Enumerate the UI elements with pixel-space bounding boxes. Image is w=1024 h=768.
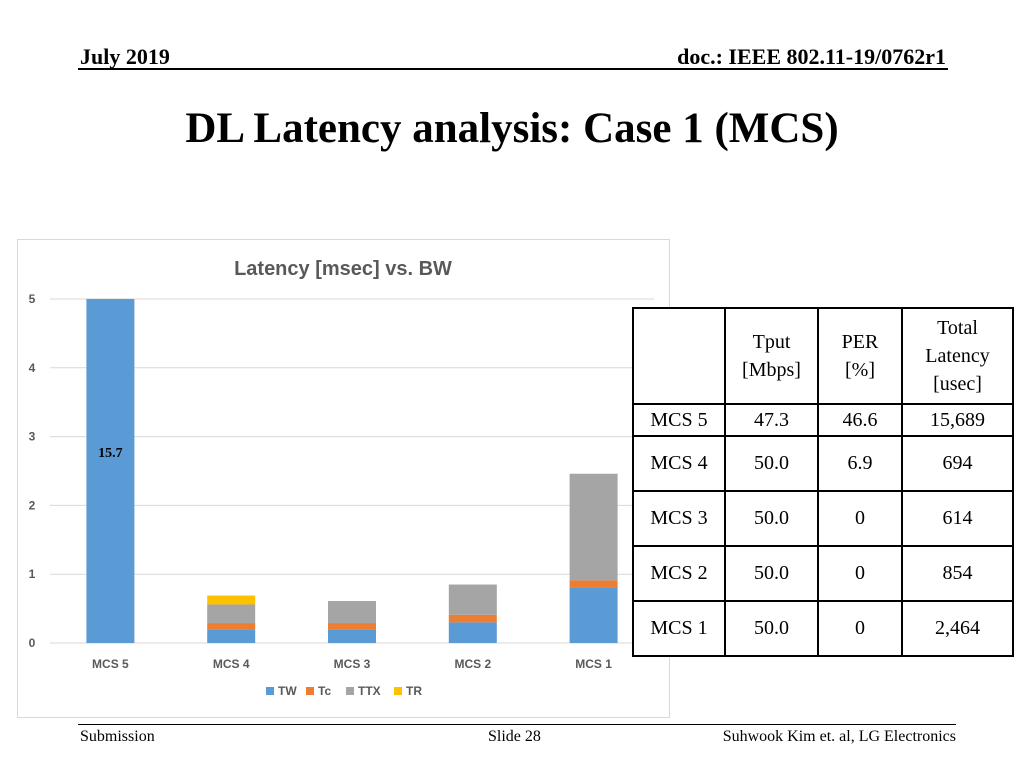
table-cell-per: 0 bbox=[817, 600, 903, 657]
header-rule bbox=[78, 68, 948, 70]
bar-tw-segment bbox=[569, 587, 618, 643]
chart-title: Latency [msec] vs. BW bbox=[234, 258, 452, 280]
table-cell-tput: 50.0 bbox=[724, 545, 819, 602]
y-tick-label: 3 bbox=[29, 430, 36, 444]
table-cell-tput: 50.0 bbox=[724, 435, 819, 492]
legend-label-ttx: TTX bbox=[358, 684, 381, 698]
bar-tw-segment bbox=[207, 629, 256, 643]
footer-author: Suhwook Kim et. al, LG Electronics bbox=[722, 728, 956, 745]
table-row: MCS 4 50.0 6.9 694 bbox=[632, 435, 1014, 492]
footer-slide-number: Slide 28 bbox=[488, 728, 541, 745]
header-date: July 2019 bbox=[80, 44, 170, 69]
bar-ttx-segment bbox=[448, 584, 497, 615]
legend-swatch-tr bbox=[394, 687, 402, 695]
legend-swatch-ttx bbox=[346, 687, 354, 695]
bar-tc-segment bbox=[207, 623, 256, 630]
table-cell-per: 6.9 bbox=[817, 435, 903, 492]
results-table: Tput [Mbps] PER [%] Total Latency [usec]… bbox=[632, 307, 1014, 657]
bar-tc-segment bbox=[569, 580, 618, 588]
header-latency-line3: [usec] bbox=[933, 373, 982, 395]
chart-svg: Latency [msec] vs. BW 0 1 2 3 4 5 MCS 5 MCS 4 MCS… bbox=[29, 258, 654, 698]
x-tick-label: MCS 4 bbox=[213, 657, 250, 671]
bar-tw-segment bbox=[86, 299, 135, 643]
y-tick-label: 4 bbox=[29, 361, 36, 375]
table-cell-tput: 50.0 bbox=[724, 490, 819, 547]
bar-tc-segment bbox=[328, 623, 376, 630]
table-cell-latency: 614 bbox=[901, 490, 1014, 547]
bar-ttx-segment bbox=[328, 601, 376, 624]
table-cell-latency: 854 bbox=[901, 545, 1014, 602]
slide-title: DL Latency analysis: Case 1 (MCS) bbox=[185, 105, 839, 152]
x-tick-label: MCS 3 bbox=[334, 657, 371, 671]
table-cell-label: MCS 1 bbox=[632, 600, 726, 657]
table-row: MCS 5 47.3 46.6 15,689 bbox=[632, 403, 1014, 437]
x-tick-label: MCS 1 bbox=[575, 657, 612, 671]
table-cell-tput: 47.3 bbox=[724, 403, 819, 437]
header-per-line1: PER bbox=[841, 331, 879, 353]
bar-ttx-segment bbox=[207, 604, 256, 624]
bar-tc-segment bbox=[448, 614, 497, 623]
x-tick-label: MCS 2 bbox=[454, 657, 491, 671]
footer-submission: Submission bbox=[80, 728, 155, 745]
footer-rule bbox=[78, 724, 956, 725]
legend-swatch-tc bbox=[306, 687, 314, 695]
header-doc-id: doc.: IEEE 802.11-19/0762r1 bbox=[677, 44, 946, 69]
bar-tw-segment bbox=[328, 629, 376, 643]
legend-label-tw: TW bbox=[278, 684, 297, 698]
legend-label-tc: Tc bbox=[318, 684, 331, 698]
table-cell-per: 0 bbox=[817, 545, 903, 602]
header-per-line2: [%] bbox=[845, 359, 875, 381]
table-cell-tput: 50.0 bbox=[724, 600, 819, 657]
bar-tw-segment bbox=[448, 622, 497, 643]
x-tick-label: MCS 5 bbox=[92, 657, 129, 671]
header-cell-blank bbox=[632, 307, 726, 405]
table-row: MCS 2 50.0 0 854 bbox=[632, 545, 1014, 602]
bar-annotation-label: 15.7 bbox=[98, 446, 123, 461]
table-cell-label: MCS 2 bbox=[632, 545, 726, 602]
table-cell-latency: 15,689 bbox=[901, 403, 1014, 437]
y-tick-label: 0 bbox=[29, 636, 36, 650]
header-cell-latency: Total Latency [usec] bbox=[901, 307, 1014, 405]
bar-ttx-segment bbox=[569, 473, 618, 581]
header-cell-tput: Tput [Mbps] bbox=[724, 307, 819, 405]
table-cell-latency: 2,464 bbox=[901, 600, 1014, 657]
table-cell-label: MCS 5 bbox=[632, 403, 726, 437]
y-tick-label: 1 bbox=[29, 567, 36, 581]
legend-label-tr: TR bbox=[406, 684, 422, 698]
table-row: MCS 3 50.0 0 614 bbox=[632, 490, 1014, 547]
table-row: MCS 1 50.0 0 2,464 bbox=[632, 600, 1014, 657]
header-tput-line2: [Mbps] bbox=[742, 359, 801, 381]
header-tput-line1: Tput bbox=[752, 331, 791, 353]
table-cell-per: 46.6 bbox=[817, 403, 903, 437]
table-cell-label: MCS 4 bbox=[632, 435, 726, 492]
table-cell-latency: 694 bbox=[901, 435, 1014, 492]
table-header-row: Tput [Mbps] PER [%] Total Latency [usec] bbox=[632, 307, 1014, 405]
latency-chart: Latency [msec] vs. BW 0 1 2 3 4 5 MCS 5 MCS 4 MCS… bbox=[17, 239, 670, 718]
table-cell-per: 0 bbox=[817, 490, 903, 547]
header-latency-line1: Total bbox=[937, 317, 978, 339]
bar-tr-segment bbox=[207, 595, 256, 605]
y-tick-label: 2 bbox=[29, 498, 36, 512]
header-cell-per: PER [%] bbox=[817, 307, 903, 405]
legend-swatch-tw bbox=[266, 687, 274, 695]
header-latency-line2: Latency bbox=[925, 345, 990, 367]
table-cell-label: MCS 3 bbox=[632, 490, 726, 547]
y-tick-label: 5 bbox=[29, 292, 36, 306]
